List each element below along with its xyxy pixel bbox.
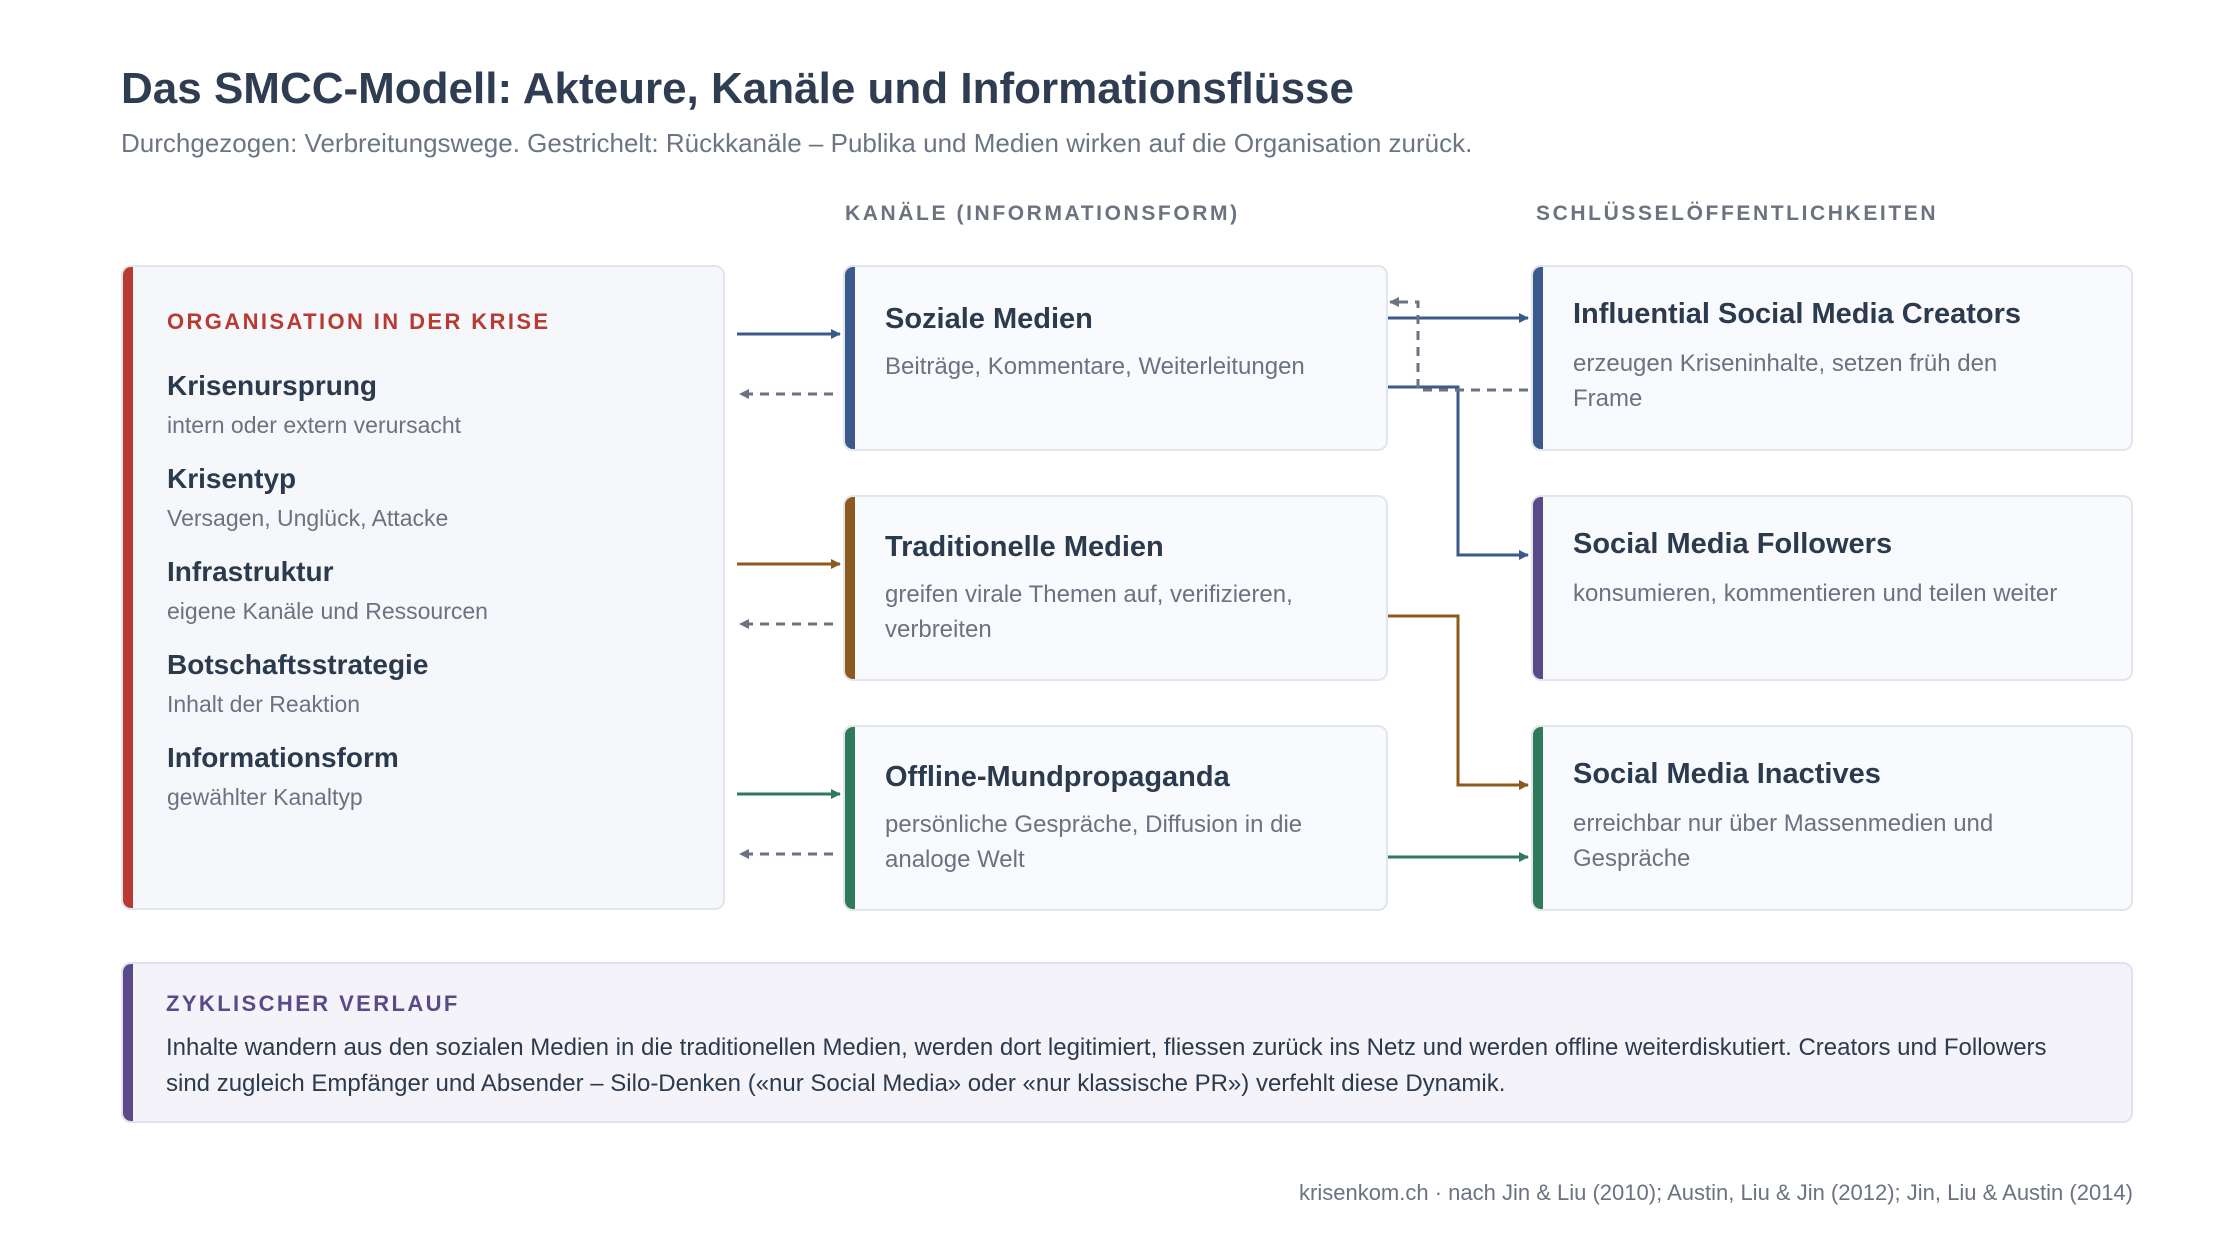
- channel-card-soziale-medien: Soziale Medien Beiträge, Kommentare, Wei…: [843, 265, 1388, 451]
- org-item-sub: intern oder extern verursacht: [167, 412, 462, 438]
- organization-accent-bar: [123, 267, 133, 908]
- page-title: Das SMCC-Modell: Akteure, Kanäle und Inf…: [121, 64, 1354, 113]
- channel-accent-bar: [845, 497, 855, 679]
- flow-social-to-followers: [1388, 385, 1529, 560]
- flow-traditional-to-inactives: [1388, 614, 1529, 790]
- channel-card-offline-mundpropaganda: Offline-Mundpropaganda persönliche Gespr…: [843, 725, 1388, 911]
- publics-column-header: SCHLÜSSELÖFFENTLICHKEITEN: [1536, 202, 1939, 225]
- organization-card: ORGANISATION IN DER KRISE Krisenursprung…: [121, 265, 725, 910]
- org-item-krisentyp: Krisentyp Versagen, Unglück, Attacke: [167, 463, 448, 532]
- public-name: Social Media Followers: [1573, 528, 1893, 560]
- org-item-label: Krisentyp: [167, 463, 297, 494]
- cycle-accent-bar: [123, 964, 133, 1121]
- org-item-botschaftsstrategie: Botschaftsstrategie Inhalt der Reaktion: [167, 649, 428, 718]
- public-card-creators: Influential Social Media Creators erzeug…: [1531, 265, 2133, 451]
- channel-accent-bar: [845, 267, 855, 449]
- org-item-informationsform: Informationsform gewählter Kanaltyp: [167, 742, 399, 811]
- public-card-followers: Social Media Followers konsumieren, komm…: [1531, 495, 2133, 681]
- channel-desc: Beiträge, Kommentare, Weiterleitungen: [885, 353, 1305, 380]
- channels-column-header: KANÄLE (INFORMATIONSFORM): [845, 202, 1240, 225]
- org-item-infrastruktur: Infrastruktur eigene Kanäle und Ressourc…: [167, 556, 488, 625]
- org-item-label: Infrastruktur: [167, 556, 334, 587]
- page-subtitle: Durchgezogen: Verbreitungswege. Gestrich…: [121, 128, 1473, 158]
- org-item-sub: Inhalt der Reaktion: [167, 691, 361, 717]
- public-desc: erzeugen Kriseninhalte, setzen früh den …: [1573, 350, 1998, 412]
- footer-source: krisenkom.ch · nach Jin & Liu (2010); Au…: [1299, 1180, 2133, 1205]
- public-accent-bar: [1533, 727, 1543, 909]
- org-item-label: Botschaftsstrategie: [167, 649, 429, 680]
- cycle-box: ZYKLISCHER VERLAUF Inhalte wandern aus d…: [121, 962, 2133, 1123]
- org-item-label: Krisenursprung: [167, 370, 378, 401]
- channel-name: Offline-Mundpropaganda: [885, 761, 1230, 793]
- channel-card-traditionelle-medien: Traditionelle Medien greifen virale Them…: [843, 495, 1388, 681]
- channel-accent-bar: [845, 727, 855, 909]
- public-desc: konsumieren, kommentieren und teilen wei…: [1573, 580, 2058, 607]
- org-item-krisenursprung: Krisenursprung intern oder extern verurs…: [167, 370, 461, 439]
- channel-desc: persönliche Gespräche, Diffusion in die …: [885, 811, 1303, 873]
- org-item-sub: gewählter Kanaltyp: [167, 784, 363, 810]
- channel-desc: greifen virale Themen auf, verifizieren,…: [885, 581, 1293, 643]
- org-item-sub: eigene Kanäle und Ressourcen: [167, 598, 488, 624]
- cycle-heading: ZYKLISCHER VERLAUF: [166, 991, 460, 1016]
- org-item-label: Informationsform: [167, 742, 399, 773]
- channel-name: Soziale Medien: [885, 303, 1093, 335]
- cycle-text: Inhalte wandern aus den sozialen Medien …: [166, 1034, 2047, 1097]
- public-accent-bar: [1533, 267, 1543, 449]
- public-name: Social Media Inactives: [1573, 758, 1881, 790]
- channel-name: Traditionelle Medien: [885, 531, 1164, 563]
- public-card-inactives: Social Media Inactives erreichbar nur üb…: [1531, 725, 2133, 911]
- public-accent-bar: [1533, 497, 1543, 679]
- feedback-creators-to-social: [1389, 297, 1528, 392]
- organization-heading: ORGANISATION IN DER KRISE: [167, 309, 551, 334]
- org-item-sub: Versagen, Unglück, Attacke: [167, 505, 449, 531]
- public-name: Influential Social Media Creators: [1573, 298, 2021, 330]
- public-desc: erreichbar nur über Massenmedien und Ges…: [1573, 810, 1994, 872]
